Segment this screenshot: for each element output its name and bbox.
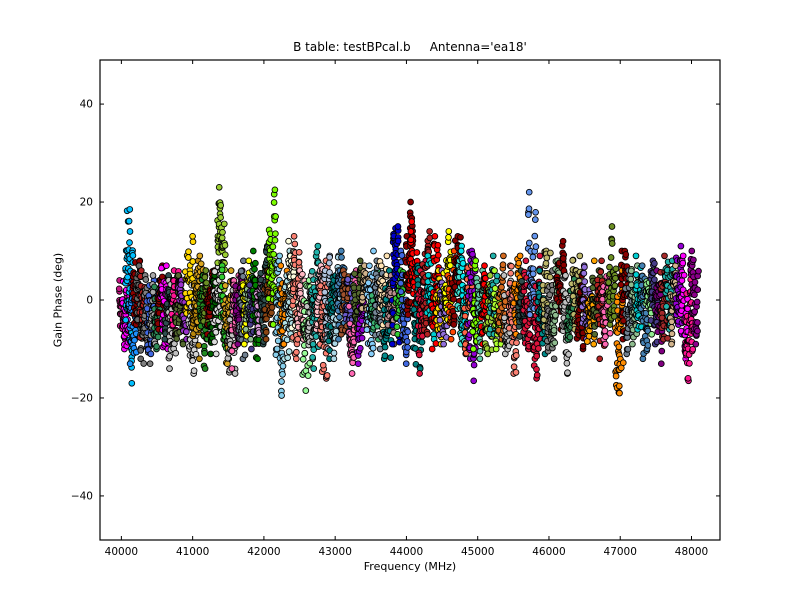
scatter-strand bbox=[125, 277, 140, 368]
x-tick-label: 43000 bbox=[318, 546, 351, 558]
axes-layer: 40000 41000 42000 43000 44000 45000 46000 47000… bbox=[71, 59, 721, 558]
y-tick-label: 40 bbox=[80, 99, 93, 111]
x-tick-label: 47000 bbox=[604, 546, 637, 558]
y-tick-label: 0 bbox=[86, 295, 93, 307]
y-tick-label: −20 bbox=[71, 392, 93, 404]
x-tick-label: 46000 bbox=[532, 546, 565, 558]
x-tick-label: 42000 bbox=[247, 546, 280, 558]
x-tick-label: 41000 bbox=[176, 546, 209, 558]
x-tick-label: 48000 bbox=[675, 546, 708, 558]
y-tick-label: 20 bbox=[80, 197, 93, 209]
x-tick-label: 40000 bbox=[105, 546, 138, 558]
scatter-layer bbox=[115, 183, 702, 399]
x-tick-label: 45000 bbox=[461, 546, 494, 558]
scatter-strand bbox=[604, 223, 620, 328]
x-tick-label: 44000 bbox=[390, 546, 423, 558]
scatter-strand bbox=[686, 247, 702, 348]
plot-title: B table: testBPcal.b Antenna='ea18' bbox=[293, 40, 527, 54]
x-axis-label: Frequency (MHz) bbox=[363, 560, 457, 573]
y-tick-label: −40 bbox=[71, 490, 93, 502]
scatter-strand bbox=[214, 183, 229, 319]
